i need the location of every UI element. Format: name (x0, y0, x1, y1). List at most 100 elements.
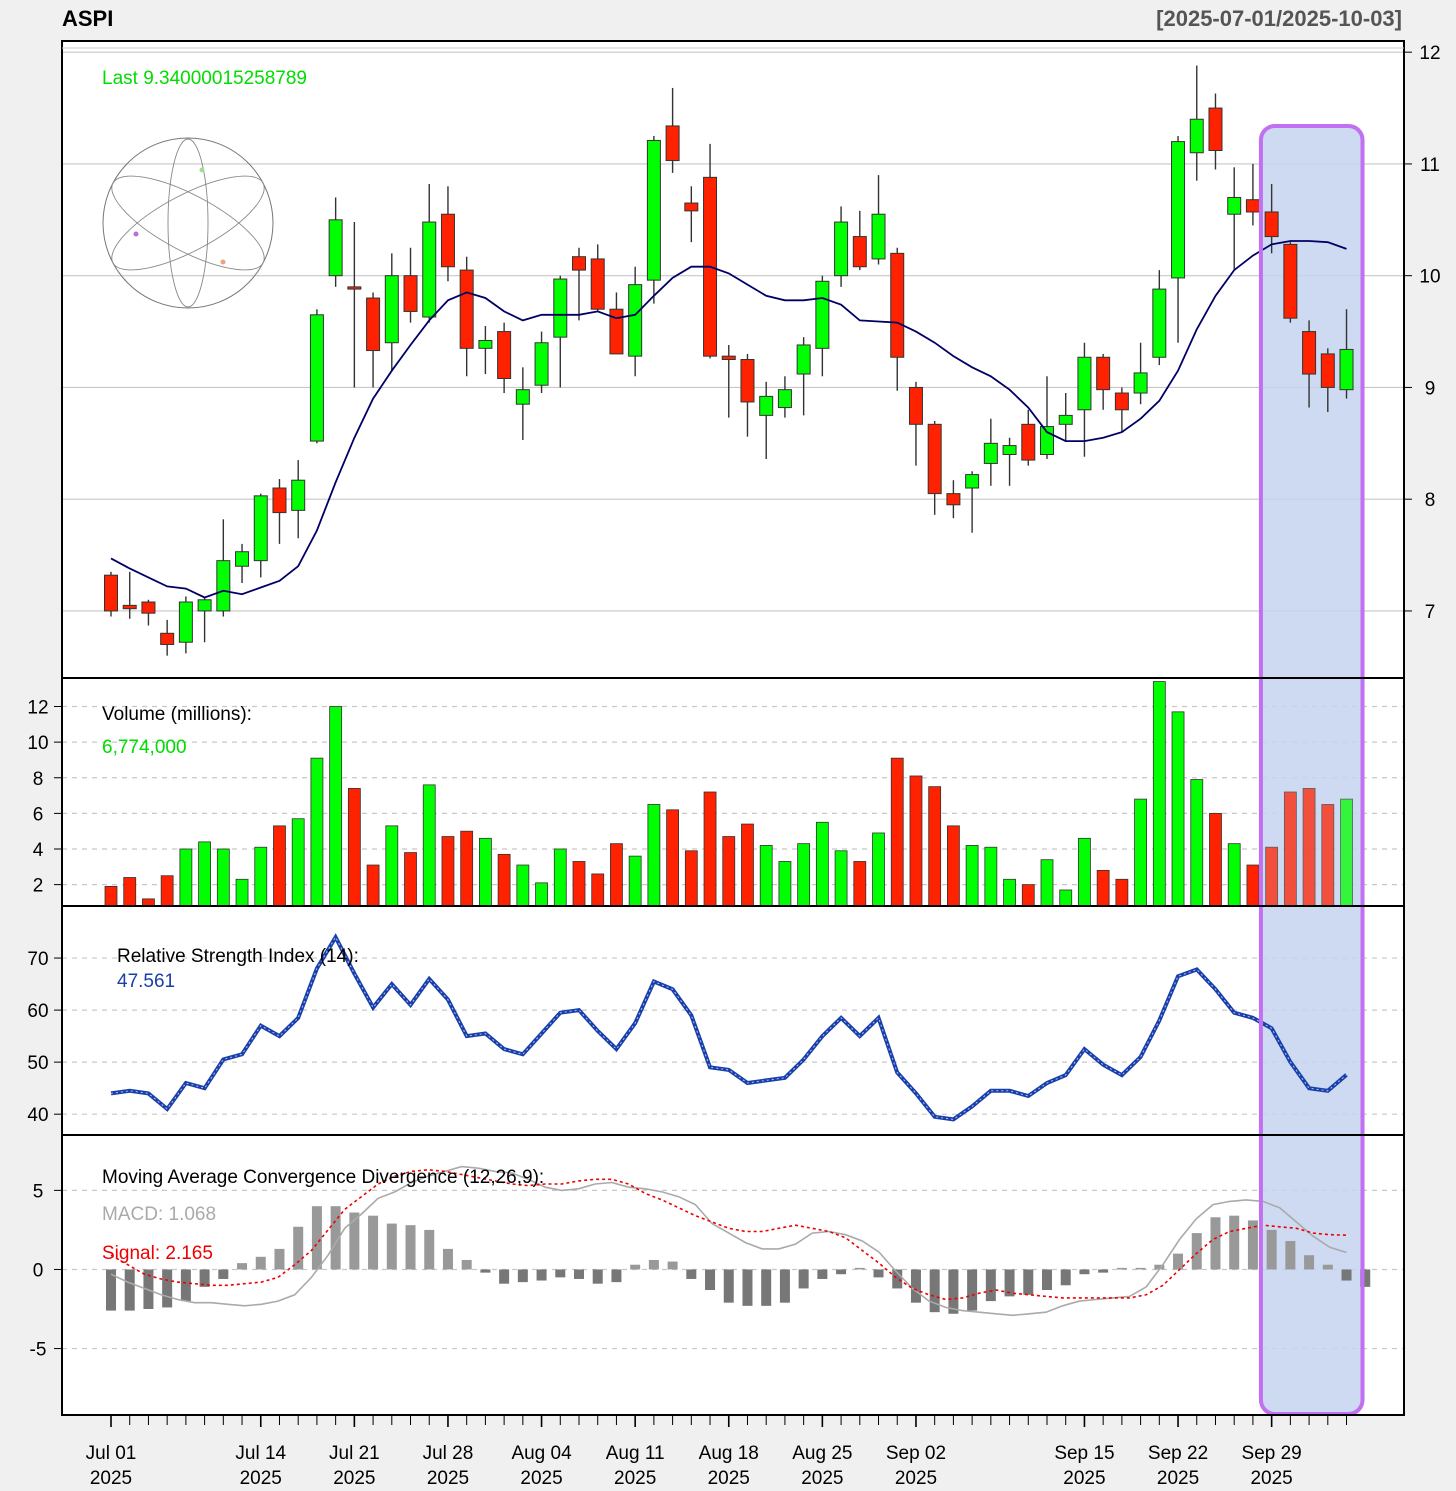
volume-bar (1134, 798, 1147, 907)
volume-bar (909, 775, 923, 907)
date-range: [2025-07-01/2025-10-03] (1156, 6, 1402, 31)
macd-histogram-bar (817, 1269, 828, 1279)
macd-histogram-bar (1304, 1255, 1315, 1270)
candle-body (1021, 423, 1036, 461)
x-tick-label: Sep 29 (1242, 1443, 1302, 1464)
volume-bar (422, 784, 436, 907)
macd-histogram-bar (1154, 1264, 1165, 1270)
macd-histogram-bar (368, 1215, 379, 1270)
rsi-tick-label: 40 (27, 1105, 48, 1126)
price-tick-label: 8 (1425, 490, 1436, 511)
volume-bar (179, 848, 193, 907)
volume-bar (216, 848, 230, 907)
candle-body (1264, 211, 1279, 238)
candle-body (1227, 196, 1242, 215)
macd-histogram-bar (630, 1264, 641, 1270)
macd-histogram-bar (1210, 1217, 1221, 1270)
macd-histogram-bar (611, 1269, 622, 1283)
volume-bar (404, 852, 417, 907)
price-tick-label: 10 (1419, 267, 1440, 288)
candle-body (665, 125, 680, 162)
candle-body (1096, 356, 1111, 391)
x-tick-year: 2025 (427, 1468, 469, 1489)
candle-body (1152, 288, 1167, 358)
volume-bar (1078, 837, 1091, 907)
volume-tick-label: 4 (33, 840, 44, 861)
plot-border (61, 40, 1405, 1416)
macd-histogram-bar (162, 1269, 173, 1308)
macd-histogram-bar (461, 1259, 472, 1270)
macd-histogram-bar (237, 1263, 248, 1270)
candlesticks (104, 65, 1354, 656)
signal-line (110, 1168, 1347, 1301)
x-tick-year: 2025 (895, 1468, 937, 1489)
macd-histogram-bar (1191, 1233, 1202, 1270)
macd-histogram-bar (948, 1269, 959, 1314)
volume-bar (460, 830, 474, 907)
candle-body (347, 286, 362, 290)
macd-histogram-bar (555, 1269, 566, 1278)
candle-body (328, 219, 343, 277)
candle-body (384, 275, 399, 344)
volume-bar (1302, 788, 1316, 907)
volume-bar (1321, 804, 1335, 907)
candle-body (927, 423, 942, 495)
macd-tick-label: -5 (30, 1340, 47, 1361)
volume-bar (703, 791, 717, 907)
candle-body (590, 258, 605, 310)
volume-bar (160, 875, 174, 907)
macd-histogram-bar (686, 1269, 697, 1279)
macd-histogram-bar (798, 1269, 809, 1289)
candle-body (403, 275, 418, 312)
volume-bar (347, 788, 361, 907)
volume-bar (291, 818, 305, 907)
volume-bar (1115, 878, 1129, 907)
volume-bar (928, 786, 942, 907)
candle-body (1302, 331, 1317, 375)
volume-bars (104, 681, 1353, 907)
macd-histogram-bar (106, 1269, 116, 1311)
candle-body (852, 236, 867, 268)
macd-histogram-bar (1360, 1269, 1371, 1287)
candle-body (1245, 199, 1260, 213)
volume-bar (722, 836, 736, 907)
volume-tick-label: 10 (27, 733, 48, 754)
macd-histogram-bar (536, 1269, 547, 1281)
candle-body (497, 331, 512, 379)
rsi-tick-label: 60 (27, 1001, 48, 1022)
volume-bar (273, 825, 286, 907)
volume-bar (1171, 711, 1185, 907)
volume-bar (890, 757, 904, 907)
candle-body (253, 495, 268, 562)
volume-value: 6,774,000 (102, 737, 187, 758)
volume-bar (1059, 889, 1073, 907)
macd-histogram-bar (349, 1212, 360, 1270)
macd-histogram-bar (405, 1225, 416, 1270)
x-tick-label: Jul 21 (329, 1443, 380, 1464)
macd-histogram-bar (574, 1269, 584, 1279)
macd-value-label: MACD: 1.068 (102, 1204, 216, 1225)
volume-bar (1340, 798, 1353, 907)
macd-histogram-bar (1135, 1267, 1146, 1270)
volume-bar (235, 878, 249, 907)
volume-bar (965, 845, 979, 907)
volume-bar (516, 864, 530, 907)
candle-body (160, 632, 175, 645)
volume-bar (834, 850, 848, 907)
candle-body (1171, 141, 1186, 279)
volume-bar (1003, 878, 1016, 907)
macd-tick-label: 5 (33, 1181, 44, 1202)
macd-histogram-bar (1023, 1269, 1034, 1295)
macd-histogram-bar (480, 1269, 491, 1273)
volume-bar (1152, 681, 1166, 907)
volume-bar (198, 841, 212, 907)
candle-body (759, 395, 774, 416)
volume-bar (591, 873, 605, 907)
x-tick-label: Aug 04 (511, 1443, 572, 1464)
rsi-line-highlight (110, 936, 1347, 1120)
volume-bar (778, 861, 792, 907)
macd-histogram-bar (1079, 1269, 1090, 1275)
candle-body (740, 359, 755, 403)
volume-bar (1246, 864, 1260, 907)
candle-body (141, 601, 156, 614)
